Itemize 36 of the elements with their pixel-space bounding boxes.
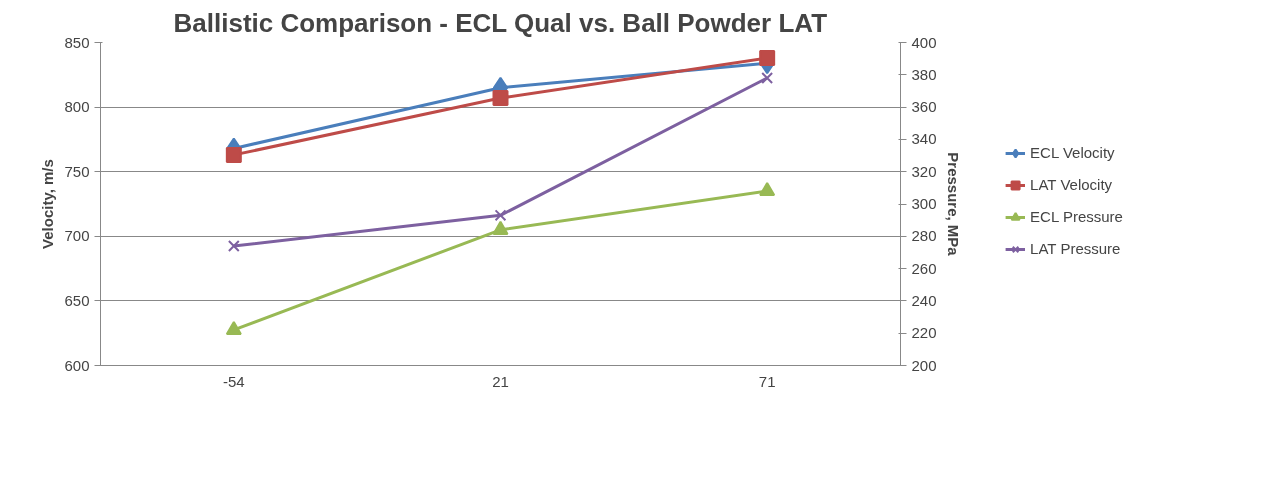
y2-tick-label: 300 — [911, 195, 937, 212]
point — [761, 72, 774, 84]
y2-tick-label: 340 — [911, 130, 937, 148]
y2-axis-title: Pressure, MPa — [944, 152, 962, 257]
y-tick-label: 850 — [64, 33, 90, 51]
y-tick-label: 700 — [64, 227, 90, 245]
legend-label: ECL Pressure — [1030, 208, 1123, 225]
y-axis-title: Velocity, m/s — [39, 159, 57, 249]
point — [225, 146, 242, 163]
chart-title: Ballistic Comparison - ECL Qual vs. Ball Powder LAT — [173, 7, 828, 38]
x-tick-label: 21 — [492, 372, 509, 390]
legend-label: LAT Pressure — [1030, 240, 1121, 257]
y-tick-label: 800 — [64, 98, 90, 116]
point — [227, 240, 240, 252]
y2-tick-label: 200 — [911, 356, 937, 374]
y2-tick-label: 280 — [911, 227, 937, 245]
y-tick-label: 750 — [64, 162, 90, 180]
y2-tick-label: 400 — [911, 33, 937, 51]
y2-tick-label: 260 — [911, 259, 937, 277]
legend-label: LAT Velocity — [1030, 176, 1113, 193]
x-tick-label: 71 — [758, 372, 776, 390]
y-tick-label: 600 — [64, 356, 90, 374]
y2-tick-label: 220 — [911, 324, 937, 342]
point — [225, 320, 242, 336]
point — [759, 182, 776, 197]
y-tick-label: 650 — [64, 291, 90, 309]
point — [492, 90, 509, 107]
y2-tick-label: 360 — [911, 98, 937, 116]
point — [492, 220, 509, 235]
point — [494, 209, 507, 222]
y2-tick-label: 240 — [911, 291, 937, 309]
y2-tick-label: 380 — [911, 65, 937, 83]
y2-tick-label: 320 — [911, 162, 937, 180]
x-tick-label: -54 — [222, 372, 245, 390]
point — [759, 50, 776, 66]
legend-label: ECL Velocity — [1030, 144, 1115, 161]
